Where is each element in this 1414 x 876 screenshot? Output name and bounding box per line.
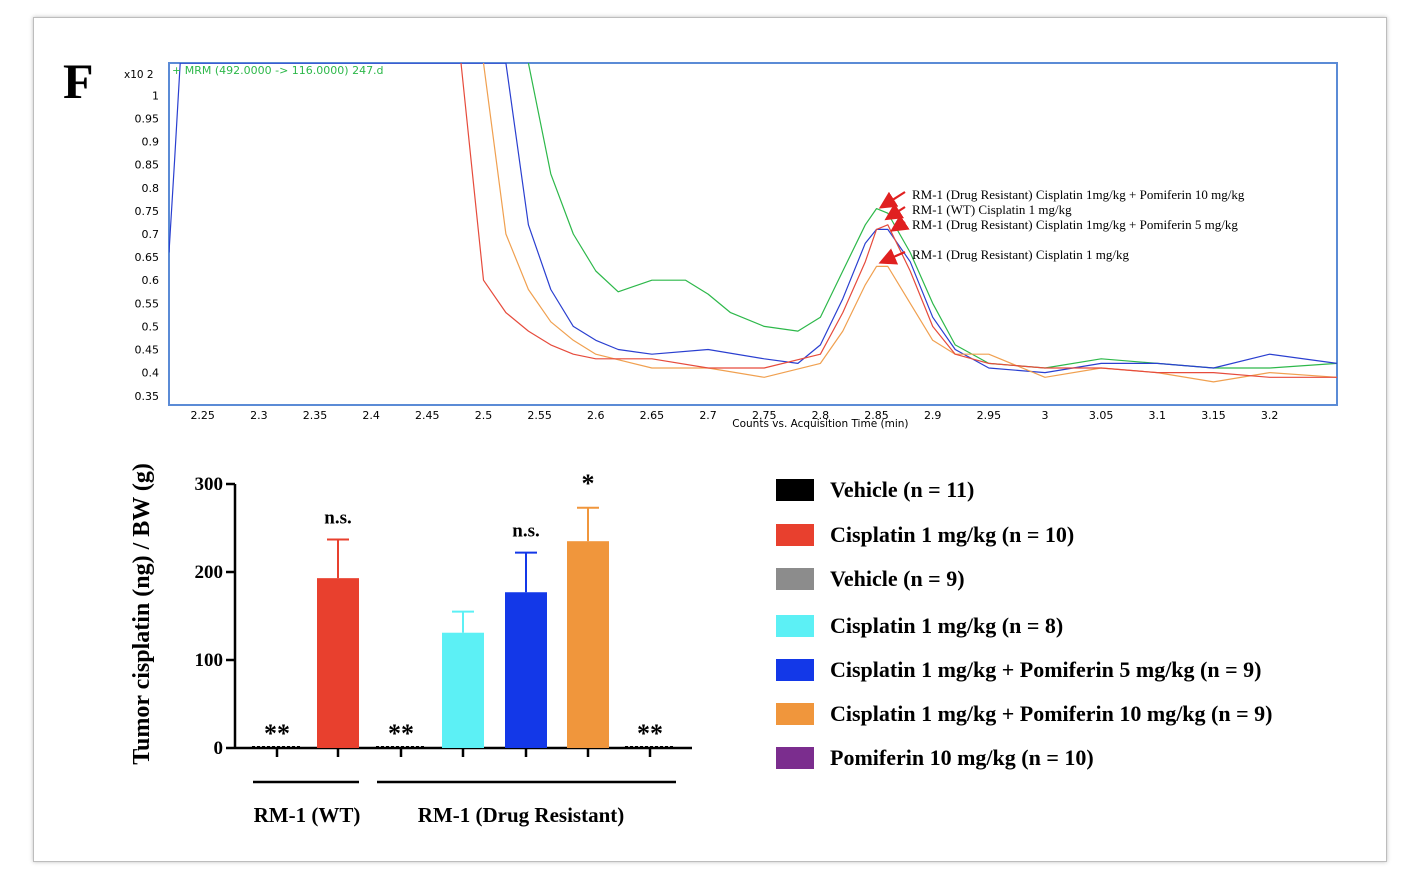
- chromatogram-traces: [169, 63, 1337, 383]
- x-tick-label: 2.55: [527, 409, 552, 422]
- y-tick-label: 0.65: [135, 251, 160, 264]
- x-tick-label: 2.7: [699, 409, 717, 422]
- y-tick-label: 0.35: [135, 390, 160, 403]
- annotation-arrow: [878, 248, 906, 265]
- legend-label: Vehicle (n = 11): [830, 477, 975, 502]
- bar: [317, 578, 359, 748]
- bar: [567, 541, 609, 748]
- legend-item: Vehicle (n = 9): [776, 564, 965, 594]
- legend-item: Cisplatin 1 mg/kg + Pomiferin 10 mg/kg (…: [776, 699, 1272, 729]
- legend-swatch: [776, 659, 814, 681]
- legend-swatch: [776, 747, 814, 769]
- legend-label: Vehicle (n = 9): [830, 566, 965, 591]
- x-tick-label: 3: [1042, 409, 1049, 422]
- bar-y-tick-label: 200: [195, 562, 224, 583]
- x-tick-label: 2.9: [924, 409, 942, 422]
- bar-y-tick-label: 0: [214, 738, 224, 759]
- y-tick-label: 0.45: [135, 344, 160, 357]
- legend-label: Cisplatin 1 mg/kg (n = 8): [830, 613, 1064, 638]
- significance-label: **: [264, 719, 290, 748]
- x-tick-label: 2.6: [587, 409, 605, 422]
- chromatogram-frame: [168, 62, 1338, 406]
- legend-item: Vehicle (n = 11): [776, 475, 974, 505]
- annotation-label: RM-1 (Drug Resistant) Cisplatin 1mg/kg +…: [912, 187, 1245, 202]
- y-tick-label: 0.4: [142, 367, 160, 380]
- legend-swatch: [776, 703, 814, 725]
- x-tick-label: 2.95: [977, 409, 1002, 422]
- y-tick-label: 0.9: [142, 136, 160, 149]
- y-tick-label: 0.55: [135, 297, 160, 310]
- x-tick-label: 2.4: [362, 409, 380, 422]
- significance-label: n.s.: [512, 521, 539, 542]
- legend-swatch: [776, 479, 814, 501]
- x-tick-label: 3.2: [1261, 409, 1279, 422]
- legend-label: Cisplatin 1 mg/kg + Pomiferin 5 mg/kg (n…: [830, 657, 1262, 682]
- chromatogram-trace: [527, 63, 1337, 369]
- legend-swatch: [776, 568, 814, 590]
- legend-label: Cisplatin 1 mg/kg + Pomiferin 10 mg/kg (…: [830, 701, 1273, 726]
- legend-item: Cisplatin 1 mg/kg + Pomiferin 5 mg/kg (n…: [776, 655, 1261, 685]
- significance-label: n.s.: [324, 507, 351, 528]
- x-tick-label: 2.45: [415, 409, 440, 422]
- legend-label: Pomiferin 10 mg/kg (n = 10): [830, 745, 1094, 770]
- y-tick-label: 0.85: [135, 159, 160, 172]
- x-tick-label: 3.05: [1089, 409, 1114, 422]
- significance-label: **: [637, 719, 663, 748]
- y-tick-label: 0.95: [135, 112, 160, 125]
- legend-swatch: [776, 524, 814, 546]
- x-tick-label: 2.5: [475, 409, 493, 422]
- chromatogram-title: + MRM (492.0000 -> 116.0000) 247.d: [172, 64, 384, 77]
- x-tick-label: 3.15: [1201, 409, 1226, 422]
- panel-letter: F: [63, 53, 94, 109]
- y-tick-label: 1: [152, 89, 159, 102]
- legend-item: Pomiferin 10 mg/kg (n = 10): [776, 743, 1094, 773]
- group-label-drug-resistant: RM-1 (Drug Resistant): [418, 803, 624, 827]
- bar-y-tick-label: 100: [195, 650, 224, 671]
- legend-item: Cisplatin 1 mg/kg (n = 8): [776, 611, 1063, 641]
- y-tick-label: 0.6: [142, 274, 160, 287]
- significance-label: *: [582, 469, 595, 498]
- chromatogram-x-axis-label: Counts vs. Acquisition Time (min): [732, 418, 908, 430]
- annotation-arrow: [890, 214, 910, 232]
- bar: [505, 592, 547, 748]
- x-tick-label: 2.25: [190, 409, 215, 422]
- bar: [442, 632, 484, 748]
- x-tick-label: 2.65: [640, 409, 665, 422]
- group-label-wt: RM-1 (WT): [254, 803, 361, 827]
- annotation-label: RM-1 (Drug Resistant) Cisplatin 1mg/kg +…: [912, 217, 1238, 232]
- y-tick-label: 0.75: [135, 205, 160, 218]
- bar-y-axis-label: Tumor cisplatin (ng) / BW (g): [129, 463, 155, 765]
- significance-label: **: [388, 719, 414, 748]
- x-tick-label: 2.75: [752, 409, 777, 422]
- x-tick-label: 2.3: [250, 409, 268, 422]
- y-multiplier-label: x10 2: [124, 69, 154, 81]
- x-tick-label: 3.1: [1149, 409, 1167, 422]
- y-tick-label: 0.8: [142, 182, 160, 195]
- x-tick-label: 2.35: [303, 409, 328, 422]
- annotation-label: RM-1 (Drug Resistant) Cisplatin 1 mg/kg: [912, 247, 1130, 262]
- figure-frame: [33, 17, 1387, 862]
- annotation-label: RM-1 (WT) Cisplatin 1 mg/kg: [912, 202, 1072, 217]
- bar-y-tick-label: 300: [195, 474, 224, 495]
- y-tick-label: 0.5: [142, 320, 160, 333]
- x-tick-label: 2.85: [864, 409, 889, 422]
- x-tick-label: 2.8: [812, 409, 830, 422]
- y-tick-label: 0.7: [142, 228, 160, 241]
- legend-item: Cisplatin 1 mg/kg (n = 10): [776, 520, 1074, 550]
- legend-swatch: [776, 615, 814, 637]
- legend-label: Cisplatin 1 mg/kg (n = 10): [830, 522, 1075, 547]
- chromatogram-trace: [460, 63, 1337, 378]
